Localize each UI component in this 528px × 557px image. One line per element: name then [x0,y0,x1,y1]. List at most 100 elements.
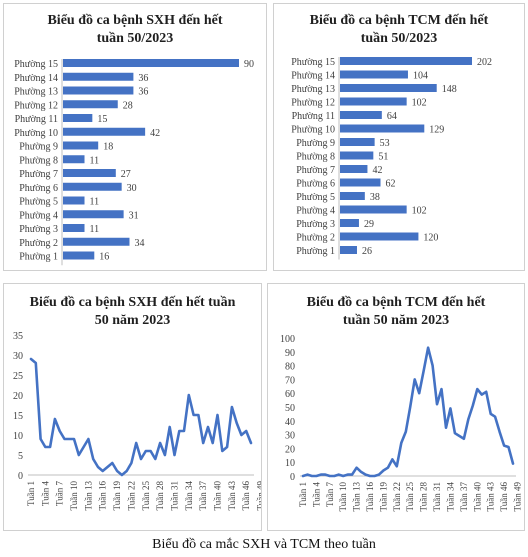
bar [340,138,375,146]
data-label: 42 [150,128,160,139]
data-label: 26 [362,246,372,257]
category-label: Phường 9 [296,138,335,149]
category-label: Phường 8 [19,155,58,166]
category-label: Phường 5 [19,197,58,208]
bar [63,169,116,177]
data-label: 30 [127,183,137,194]
category-label: Phường 4 [19,210,58,221]
x-tick-label: Tuần 25 [405,482,415,512]
category-label: Phường 11 [292,111,335,122]
category-label: Phường 13 [14,87,58,98]
category-label: Phường 14 [14,73,58,84]
y-tick-label: 90 [285,348,295,359]
x-tick-label: Tuần 19 [112,481,122,511]
bar [63,86,134,95]
bar [63,114,93,122]
bar [63,251,95,260]
data-label: 11 [90,155,100,166]
bar [340,232,419,241]
data-label: 90 [244,59,254,70]
y-tick-label: 25 [13,371,23,382]
data-label: 53 [380,138,390,149]
y-tick-label: 20 [285,444,295,455]
category-label: Phường 3 [296,219,335,230]
category-label: Phường 11 [15,114,58,125]
category-label: Phường 10 [14,128,58,139]
x-tick-label: Tuần 28 [419,482,429,512]
category-label: Phường 6 [19,183,58,194]
category-label: Phường 2 [296,233,335,244]
chart-title: Biểu đồ ca bệnh SXH đến hết tuần 50/2023 [47,13,223,46]
bar [340,57,472,65]
chart-tcm-by-ward: Biểu đồ ca bệnh TCM đến hết tuần 50/2023… [273,3,525,271]
data-label: 38 [370,192,380,203]
y-tick-label: 100 [280,334,295,345]
bar [340,97,407,106]
category-label: Phường 2 [19,238,58,249]
data-label: 104 [413,71,428,82]
bar [63,182,122,191]
bar [340,111,382,119]
bar [340,84,437,92]
x-tick-label: Tuần 16 [365,482,375,512]
bar [63,72,134,81]
y-tick-label: 0 [290,472,295,483]
line-chart-plot: 0 5 10 15 20 25 30 35 Tuần 1 Tuần 4 Tuần 7 Tuần 10 T… [13,331,261,511]
x-tick-label: Tuần 22 [392,482,402,511]
y-tick-label: 80 [285,362,295,373]
x-tick-label: Tuần 31 [169,481,179,510]
x-tick-label: Tuần 10 [338,482,348,512]
bar [63,210,124,219]
line-chart-plot: 0 10 20 30 40 50 60 70 80 90 100 Tuần 1 Tuần 4 Tuần 7… [280,334,522,512]
x-tick-label: Tuần 7 [55,481,65,506]
x-tick-label: Tuần 40 [213,481,223,511]
category-label: Phường 3 [19,224,58,235]
chart-title: Biểu đồ ca bệnh TCM đến hết tuần 50 năm … [306,295,486,328]
data-label: 31 [129,210,139,221]
data-label: 64 [387,111,397,122]
x-tick-label: Tuần 43 [227,481,237,511]
y-tick-label: 20 [13,391,23,402]
bar [63,224,85,232]
x-tick-label: Tuần 16 [98,481,108,511]
y-tick-label: 30 [285,431,295,442]
x-tick-label: Tuần 34 [445,482,455,512]
x-tick-label: Tuần 1 [298,482,308,507]
chart-title: Biểu đồ ca bệnh TCM đến hết tuần 50/2023 [309,13,489,46]
bar [340,165,368,173]
bar [63,127,146,136]
data-label: 27 [121,169,131,180]
x-tick-label: Tuần 43 [486,482,496,512]
bar [63,237,130,246]
data-label: 102 [412,206,427,217]
data-label: 28 [123,100,133,111]
bar [340,219,359,227]
data-label: 120 [423,233,438,244]
data-label: 16 [99,252,109,263]
bar [340,205,407,214]
x-tick-label: Tuần 37 [459,482,469,512]
bar [340,246,357,254]
chart-title: Biểu đồ ca bệnh SXH đến hết tuần 50 năm … [29,295,236,328]
x-tick-label: Tuần 49 [256,481,261,511]
category-label: Phường 7 [19,169,58,180]
x-tick-label: Tuần 13 [352,482,362,512]
category-label: Phường 12 [291,98,335,109]
bar-chart-plot: Phường 15 90 Phường 14 36 Phường 13 36 Phường … [14,59,254,266]
category-label: Phường 7 [296,165,335,176]
chart-sxh-by-ward: Biểu đồ ca bệnh SXH đến hết tuần 50/2023… [3,3,267,271]
category-label: Phường 12 [14,100,58,111]
data-label: 202 [477,57,492,68]
category-label: Phường 15 [14,59,58,70]
x-tick-label: Tuần 4 [311,482,321,507]
data-label: 51 [378,152,388,163]
category-label: Phường 6 [296,179,335,190]
series-line [29,357,253,477]
bar [63,141,99,150]
category-label: Phường 8 [296,152,335,163]
y-tick-label: 10 [285,458,295,469]
data-label: 29 [364,219,374,230]
bar [63,59,239,67]
series-line [301,346,515,478]
bar [63,100,118,109]
